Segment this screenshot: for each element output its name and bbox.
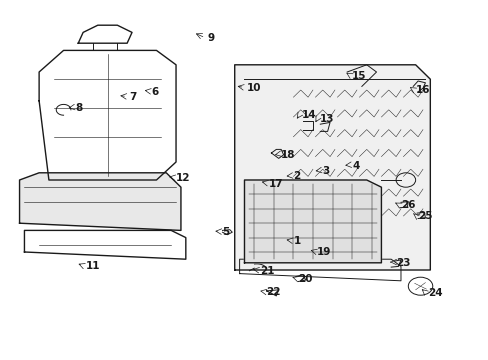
Text: 25: 25 (417, 211, 432, 221)
Text: 5: 5 (222, 227, 229, 237)
Text: 9: 9 (207, 33, 215, 43)
Text: 22: 22 (266, 287, 281, 297)
Text: 4: 4 (351, 161, 359, 171)
Text: 24: 24 (427, 288, 442, 298)
Text: 21: 21 (260, 266, 274, 276)
Text: 23: 23 (395, 258, 410, 268)
Text: 17: 17 (268, 179, 283, 189)
Text: 1: 1 (293, 236, 300, 246)
Text: 2: 2 (293, 171, 300, 181)
Text: 12: 12 (176, 173, 190, 183)
Text: 18: 18 (281, 150, 295, 160)
Text: 3: 3 (322, 166, 329, 176)
Text: 19: 19 (316, 247, 330, 257)
Text: 13: 13 (320, 114, 334, 124)
Text: 7: 7 (129, 92, 137, 102)
Polygon shape (234, 65, 429, 270)
Text: 11: 11 (85, 261, 100, 271)
Polygon shape (20, 173, 181, 230)
Text: 14: 14 (302, 110, 316, 120)
Text: 8: 8 (76, 103, 83, 113)
Text: 16: 16 (415, 85, 429, 95)
Text: 26: 26 (400, 200, 415, 210)
Text: 15: 15 (351, 71, 366, 81)
Polygon shape (244, 180, 381, 263)
Text: 20: 20 (298, 274, 312, 284)
Text: 6: 6 (151, 87, 159, 97)
Text: 10: 10 (246, 83, 261, 93)
